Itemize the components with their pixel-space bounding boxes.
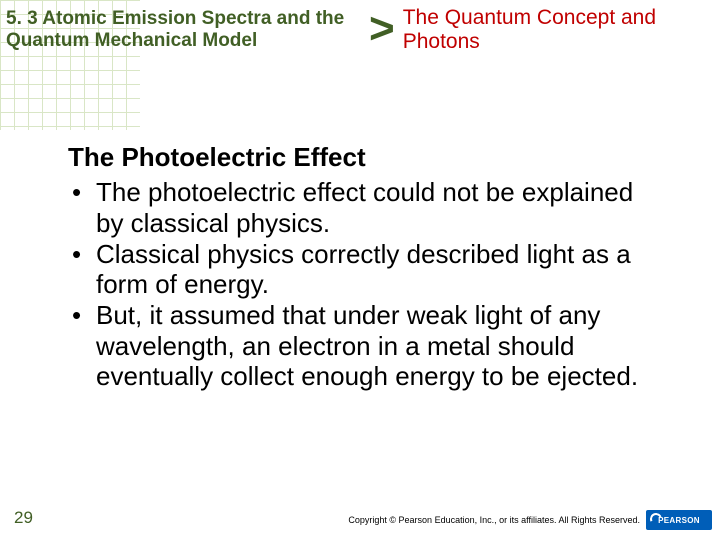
slide-content: The Photoelectric Effect • The photoelec… bbox=[0, 54, 720, 392]
list-item: • But, it assumed that under weak light … bbox=[68, 300, 660, 392]
bullet-text: But, it assumed that under weak light of… bbox=[96, 300, 660, 392]
copyright-text: Copyright © Pearson Education, Inc., or … bbox=[348, 515, 640, 525]
bullet-dot-icon: • bbox=[68, 300, 96, 392]
slide-number: 29 bbox=[14, 508, 33, 528]
bullet-list: • The photoelectric effect could not be … bbox=[68, 177, 660, 392]
subsection-title: The Quantum Concept and Photons bbox=[403, 6, 663, 54]
slide-footer: Copyright © Pearson Education, Inc., or … bbox=[348, 510, 712, 530]
slide-header: 5. 3 Atomic Emission Spectra and the Qua… bbox=[0, 0, 720, 54]
bullet-dot-icon: • bbox=[68, 177, 96, 238]
bullet-dot-icon: • bbox=[68, 239, 96, 300]
bullet-text: The photoelectric effect could not be ex… bbox=[96, 177, 660, 238]
bullet-text: Classical physics correctly described li… bbox=[96, 239, 660, 300]
logo-text: PEARSON bbox=[658, 516, 700, 525]
slide-heading: The Photoelectric Effect bbox=[68, 142, 660, 173]
chevron-icon: > bbox=[369, 7, 395, 51]
section-title: 5. 3 Atomic Emission Spectra and the Qua… bbox=[6, 8, 361, 52]
list-item: • The photoelectric effect could not be … bbox=[68, 177, 660, 238]
publisher-logo: PEARSON bbox=[646, 510, 712, 530]
list-item: • Classical physics correctly described … bbox=[68, 239, 660, 300]
